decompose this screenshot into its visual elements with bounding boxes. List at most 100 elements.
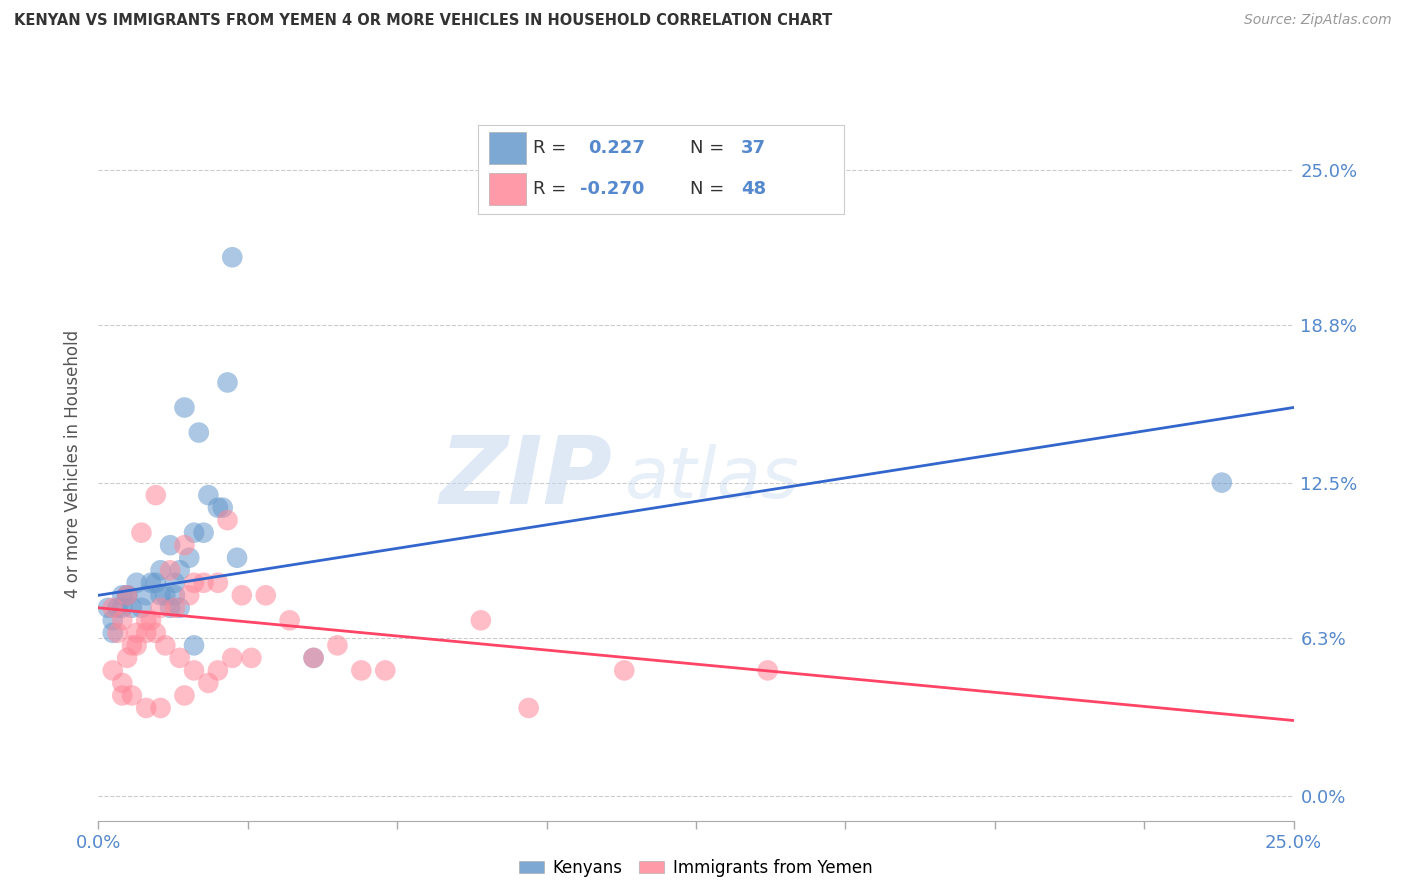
Point (183, 525, 205, 540)
Bar (489, 132, 526, 164)
Text: R =: R = (533, 180, 572, 198)
Point (221, 651, 243, 665)
Point (155, 588, 177, 602)
Text: KENYAN VS IMMIGRANTS FROM YEMEN 4 OR MORE VEHICLES IN HOUSEHOLD CORRELATION CHAR: KENYAN VS IMMIGRANTS FROM YEMEN 4 OR MOR… (14, 13, 832, 29)
Point (159, 538, 181, 552)
Bar (489, 173, 526, 205)
Point (211, 500, 233, 515)
Point (107, 600, 129, 615)
Point (149, 563, 172, 577)
Point (173, 689, 195, 703)
Point (101, 613, 124, 627)
Point (121, 600, 143, 615)
Point (240, 651, 263, 665)
Point (131, 600, 153, 615)
Point (193, 575, 215, 590)
Text: N =: N = (690, 180, 730, 198)
Point (187, 425, 209, 440)
Point (226, 550, 249, 565)
Point (183, 664, 205, 678)
Point (115, 588, 138, 602)
Point (125, 625, 148, 640)
Point (115, 588, 138, 602)
Point (326, 639, 349, 653)
Point (350, 664, 373, 678)
Point (149, 701, 172, 715)
Point (254, 588, 277, 602)
Point (278, 613, 301, 627)
Point (183, 575, 205, 590)
Point (125, 575, 148, 590)
Point (145, 625, 167, 640)
Point (183, 639, 205, 653)
Text: 37: 37 (741, 139, 766, 157)
Text: Source: ZipAtlas.com: Source: ZipAtlas.com (1244, 13, 1392, 28)
Point (145, 488, 167, 502)
Point (159, 600, 181, 615)
Legend: Kenyans, Immigrants from Yemen: Kenyans, Immigrants from Yemen (513, 853, 879, 884)
Point (163, 575, 186, 590)
Point (101, 600, 124, 615)
Point (179, 588, 201, 602)
Point (207, 664, 229, 678)
Point (173, 538, 195, 552)
Point (139, 613, 162, 627)
Point (159, 563, 181, 577)
Point (221, 250, 243, 264)
Point (107, 625, 129, 640)
Point (101, 664, 124, 678)
Point (111, 613, 134, 627)
Point (121, 689, 143, 703)
Point (173, 401, 195, 415)
Point (135, 588, 157, 602)
Point (613, 664, 636, 678)
Point (111, 676, 134, 690)
Point (131, 525, 153, 540)
Text: -0.270: -0.270 (581, 180, 645, 198)
Point (217, 513, 239, 527)
Point (207, 575, 229, 590)
Point (1211, 475, 1233, 490)
Point (470, 613, 492, 627)
Point (169, 563, 191, 577)
Text: N =: N = (690, 139, 730, 157)
Point (374, 664, 396, 678)
Point (517, 701, 540, 715)
Point (155, 639, 177, 653)
Point (231, 588, 253, 602)
Point (302, 651, 325, 665)
Point (145, 575, 167, 590)
Point (115, 651, 138, 665)
Point (169, 600, 191, 615)
Point (169, 651, 191, 665)
Y-axis label: 4 or more Vehicles in Household: 4 or more Vehicles in Household (65, 330, 83, 598)
Text: 48: 48 (741, 180, 766, 198)
Point (193, 525, 215, 540)
Text: 0.227: 0.227 (588, 139, 644, 157)
Point (135, 701, 157, 715)
Point (217, 376, 239, 390)
Point (135, 625, 157, 640)
Point (197, 488, 219, 502)
Point (111, 689, 134, 703)
Text: R =: R = (533, 139, 578, 157)
Point (125, 639, 148, 653)
Point (207, 500, 229, 515)
Point (101, 625, 124, 640)
Point (139, 575, 162, 590)
Point (115, 588, 138, 602)
Point (149, 588, 172, 602)
Point (302, 651, 325, 665)
Point (121, 639, 143, 653)
Text: ZIP: ZIP (440, 432, 613, 524)
Point (197, 676, 219, 690)
Point (756, 664, 779, 678)
Point (163, 588, 186, 602)
Point (111, 600, 134, 615)
Point (111, 588, 134, 602)
Point (149, 600, 172, 615)
Text: atlas: atlas (624, 443, 799, 513)
Point (179, 550, 201, 565)
Point (97, 600, 120, 615)
Point (135, 613, 157, 627)
